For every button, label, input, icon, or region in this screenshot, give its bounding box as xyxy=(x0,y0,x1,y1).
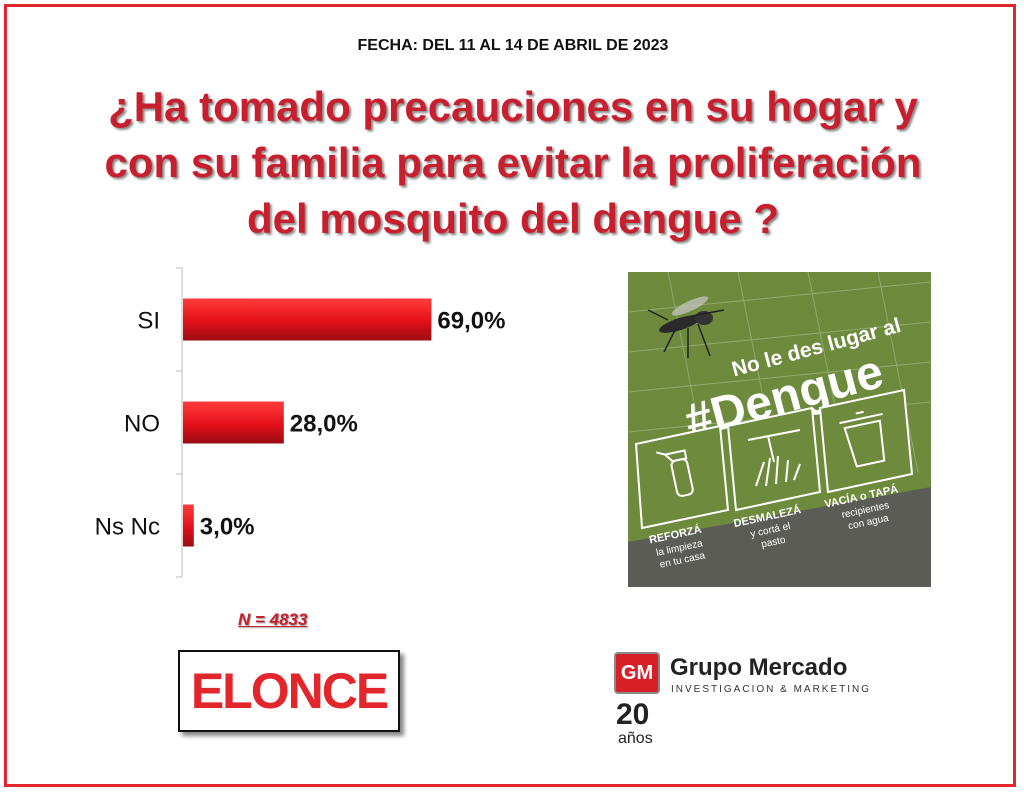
gm-subtitle: INVESTIGACION & MARKETING xyxy=(671,684,872,695)
elonce-wordmark: ELONCE xyxy=(190,663,389,719)
data-label: 28,0% xyxy=(290,411,358,438)
elonce-logo: ELONCE xyxy=(178,650,400,732)
bucket-icon xyxy=(839,410,886,468)
gm-years: 20 xyxy=(616,698,650,731)
bar xyxy=(183,504,194,547)
question-line-2: con su familia para evitar la proliferac… xyxy=(104,139,922,186)
survey-date: FECHA: DEL 11 AL 14 DE ABRIL DE 2023 xyxy=(357,37,669,54)
mosquito-icon xyxy=(647,296,725,358)
spray-bottle-icon xyxy=(656,449,694,497)
bar xyxy=(183,298,432,341)
category-label: Ns Nc xyxy=(95,514,160,541)
survey-question: ¿Ha tomado precauciones en su hogar y co… xyxy=(27,79,999,247)
gm-name: Grupo Mercado xyxy=(670,654,848,681)
bar xyxy=(183,401,284,444)
data-label: 3,0% xyxy=(200,514,255,541)
data-label: 69,0% xyxy=(437,308,505,335)
grupo-mercado-logo: GM Grupo Mercado INVESTIGACION & MARKETI… xyxy=(614,652,884,752)
tip-card-cleaning: REFORZÁ la limpieza en tu casa xyxy=(634,424,730,571)
question-line-3: del mosquito del dengue ? xyxy=(246,195,779,242)
gm-mark-icon: GM xyxy=(614,652,660,694)
gm-anos: años xyxy=(618,730,653,747)
bar-chart: SI 69,0% NO 28,0% Ns Nc 3,0% xyxy=(95,267,505,578)
tip-line: pasto xyxy=(760,535,787,551)
grass-trimmer-icon xyxy=(747,429,801,487)
tip-card-weeding: DESMALEZÁ y cortá el pasto xyxy=(726,406,822,551)
sample-size-label: N = 4833 xyxy=(238,610,308,629)
question-line-1: ¿Ha tomado precauciones en su hogar y xyxy=(108,83,918,130)
category-label: SI xyxy=(137,308,160,335)
poster-footer-band xyxy=(628,487,931,587)
dengue-poster: No le des lugar al #Dengue REFORZÁ la li… xyxy=(628,272,931,587)
category-label: NO xyxy=(124,411,160,438)
